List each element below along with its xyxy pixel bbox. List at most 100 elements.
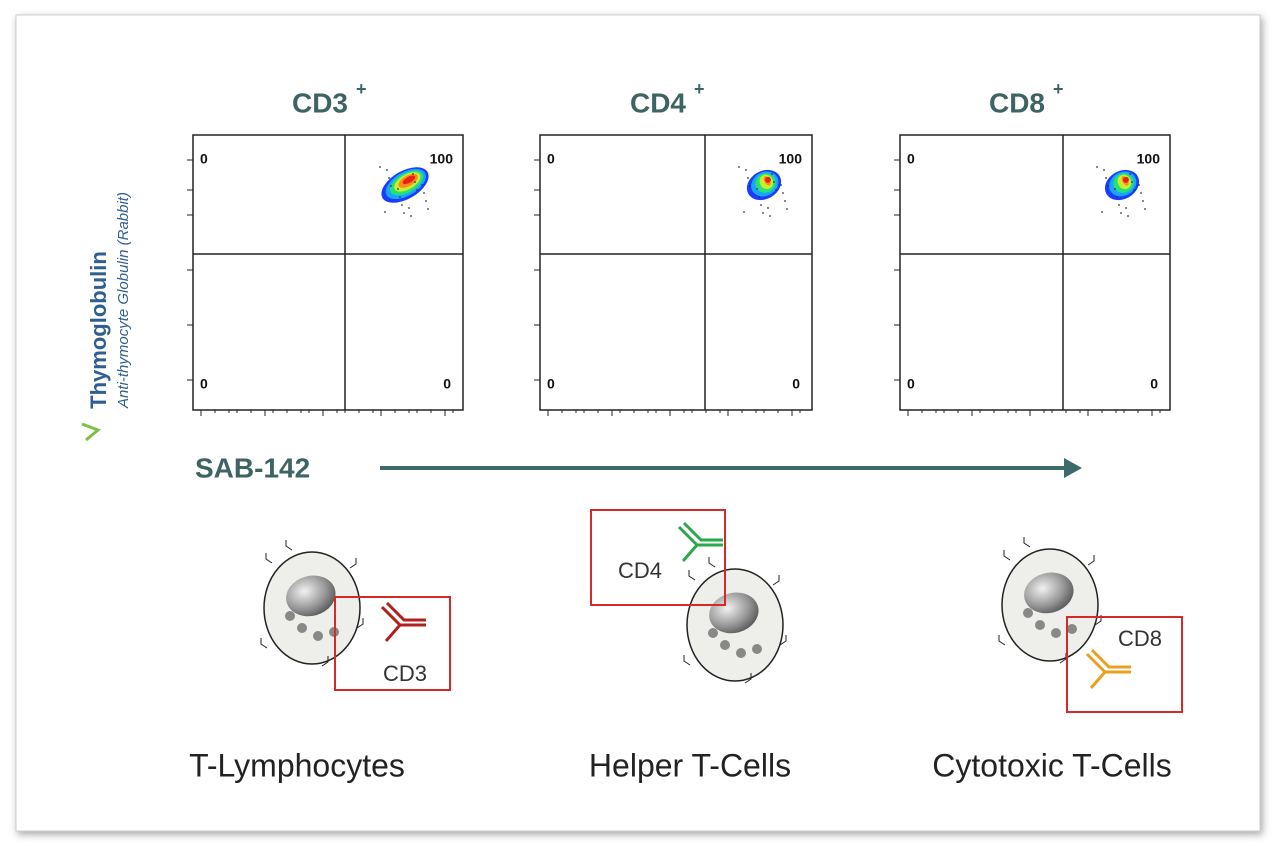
quadrant-value: 100 xyxy=(1137,151,1161,167)
event-dot xyxy=(1127,215,1129,217)
x-axis-label: SAB-142 xyxy=(195,452,310,483)
event-dot xyxy=(384,211,386,213)
granule xyxy=(313,631,323,641)
event-dot xyxy=(749,185,751,187)
marker-label: CD3 xyxy=(383,661,427,686)
event-dot xyxy=(1118,204,1120,206)
granule xyxy=(1023,608,1033,618)
event-dot xyxy=(782,192,784,194)
receptor xyxy=(265,553,273,564)
event-dot xyxy=(1144,208,1146,210)
event-dot xyxy=(747,177,749,179)
event-dot xyxy=(773,181,775,183)
antibody xyxy=(677,521,723,562)
nucleus xyxy=(286,575,336,617)
event-dot xyxy=(771,173,773,175)
panel-title: CD3 xyxy=(292,87,348,118)
brand-subtitle: Anti-thymocyte Globulin (Rabbit) xyxy=(115,192,132,409)
marker-label: CD8 xyxy=(1118,626,1162,651)
event-dot xyxy=(1114,188,1116,190)
panel-superscript: + xyxy=(356,79,367,99)
event-dot xyxy=(745,169,747,171)
event-dot xyxy=(738,166,740,168)
event-dot xyxy=(1120,212,1122,214)
antibody xyxy=(380,601,426,642)
event-dot xyxy=(421,184,423,186)
receptor xyxy=(779,635,787,646)
event-dot xyxy=(775,189,777,191)
granule xyxy=(720,640,730,650)
panel-superscript: + xyxy=(694,79,705,99)
event-dot xyxy=(1138,184,1140,186)
receptor xyxy=(356,618,364,629)
event-dot xyxy=(401,204,403,206)
receptor xyxy=(744,673,752,684)
quadrant-value: 100 xyxy=(779,151,803,167)
receptor xyxy=(321,656,329,667)
event-dot xyxy=(1116,196,1118,198)
cell-label: T-Lymphocytes xyxy=(189,747,405,783)
event-dot xyxy=(388,177,390,179)
receptor xyxy=(1087,555,1095,566)
granule xyxy=(1067,624,1077,634)
panel-title: CD4 xyxy=(630,87,686,118)
event-dot xyxy=(1131,181,1133,183)
event-dot xyxy=(397,188,399,190)
event-dot xyxy=(767,207,769,209)
nucleus xyxy=(709,592,759,634)
event-dot xyxy=(760,204,762,206)
quadrant-value: 0 xyxy=(1150,376,1158,392)
panel-title: CD8 xyxy=(989,87,1045,118)
density-contour xyxy=(402,175,416,185)
quadrant-value: 0 xyxy=(907,376,915,392)
marker-box xyxy=(590,509,726,606)
event-dot xyxy=(386,169,388,171)
event-dot xyxy=(1105,177,1107,179)
quadrant-value: 0 xyxy=(792,376,800,392)
receptor xyxy=(349,558,357,569)
nucleus xyxy=(1024,572,1074,614)
quadrant-value: 0 xyxy=(547,376,555,392)
event-dot xyxy=(784,200,786,202)
receptor xyxy=(1003,550,1011,561)
event-dot xyxy=(1142,200,1144,202)
event-dot xyxy=(412,173,414,175)
event-dot xyxy=(427,208,429,210)
quadrant-value: 0 xyxy=(200,151,208,167)
quadrant-value: 0 xyxy=(907,151,915,167)
density-contour xyxy=(764,176,771,183)
arrow-head xyxy=(1064,458,1082,478)
quadrant-value: 0 xyxy=(200,376,208,392)
quadrant-value: 0 xyxy=(443,376,451,392)
event-dot xyxy=(786,208,788,210)
event-dot xyxy=(399,196,401,198)
event-dot xyxy=(769,215,771,217)
receptor xyxy=(1023,537,1031,548)
marker-box xyxy=(1066,616,1183,713)
receptor xyxy=(772,575,780,586)
receptor xyxy=(285,540,293,551)
event-dot xyxy=(758,196,760,198)
granule xyxy=(297,623,307,633)
event-dot xyxy=(780,184,782,186)
event-dot xyxy=(1129,173,1131,175)
cell-label: Helper T-Cells xyxy=(589,747,791,783)
granule xyxy=(736,648,746,658)
event-dot xyxy=(762,212,764,214)
event-dot xyxy=(756,188,758,190)
receptor xyxy=(708,557,716,568)
y-axis-label: Thymoglobulin Anti-thymocyte Globulin (R… xyxy=(81,192,132,442)
cell-label: Cytotoxic T-Cells xyxy=(932,747,1171,783)
receptor xyxy=(998,635,1006,646)
density-contour xyxy=(1122,176,1129,183)
event-dot xyxy=(425,200,427,202)
event-dot xyxy=(1096,166,1098,168)
event-dot xyxy=(1103,169,1105,171)
granule xyxy=(1051,628,1061,638)
event-dot xyxy=(1125,207,1127,209)
granule xyxy=(285,611,295,621)
event-dot xyxy=(408,207,410,209)
event-dot xyxy=(414,181,416,183)
event-dot xyxy=(1107,185,1109,187)
event-dot xyxy=(410,215,412,217)
